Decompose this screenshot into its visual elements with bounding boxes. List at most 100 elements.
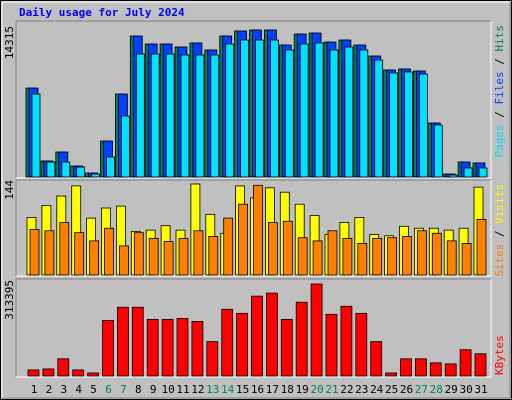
bar [176,317,189,377]
bar [255,39,264,178]
bar [446,240,457,276]
bar [208,236,219,276]
legend-separator: / [493,58,506,65]
x-tick-label: 7 [120,383,127,396]
bar [267,222,278,276]
bar [359,49,369,178]
bar [418,73,428,178]
legend: Sites / Visits [493,184,506,277]
bar [431,232,442,276]
x-tick-label: 25 [385,383,398,396]
bar [42,368,55,377]
legend-entry: Hits [493,25,506,52]
bar [478,167,488,178]
bar [387,237,398,276]
x-tick-label: 20 [310,383,323,396]
legend-separator: / [493,230,506,237]
bar [314,42,324,178]
bar [414,358,427,377]
bar [295,301,308,377]
bar [389,72,399,178]
y-tick-label: 14315 [3,26,16,59]
bar [416,230,427,276]
x-tick-label: 1 [31,383,38,396]
x-tick-label: 12 [191,383,204,396]
x-tick-label: 29 [445,383,458,396]
x-tick-label: 19 [296,383,309,396]
x-tick-label: 3 [60,383,67,396]
bar [165,53,175,178]
x-tick-label: 15 [236,383,249,396]
bar [342,237,353,276]
bar [329,49,339,178]
panel-bevel [15,20,491,178]
bar [76,166,86,178]
bar [400,358,412,377]
bar [433,124,443,178]
x-tick-label: 24 [370,383,384,396]
bar [91,173,100,178]
x-tick-label: 5 [90,383,97,396]
bar [195,54,205,178]
bar [476,218,487,276]
x-tick-label: 22 [340,383,353,396]
x-tick-label: 11 [176,383,189,396]
bar [206,341,219,377]
bar [117,306,129,377]
bar [355,312,368,377]
bar [102,319,114,377]
bar [180,54,190,178]
legend: KBytes [493,335,506,375]
bar [385,372,398,377]
bar [265,292,278,377]
bar [223,217,234,276]
bar [87,372,99,377]
bar [429,362,442,377]
bar [238,203,249,276]
x-tick-label: 17 [266,383,279,396]
bar [178,237,189,276]
bar [297,237,308,276]
bar [461,243,472,276]
bar [340,305,353,377]
bar [104,227,114,276]
legend-entry: Sites [493,244,506,277]
bar [59,222,70,276]
bar [146,318,159,377]
bar [312,240,323,276]
bar [57,358,70,377]
bar [372,237,383,276]
panel-bevel [16,21,492,179]
bar [299,43,309,178]
bar [325,313,338,377]
bar [150,53,160,178]
bar [31,93,41,178]
bar [121,115,130,178]
panel-bevel [16,180,492,277]
x-tick-label: 26 [400,383,413,396]
bar [240,39,250,178]
x-tick-label: 2 [46,383,53,396]
x-tick-label: 16 [251,383,264,396]
bar [133,232,144,276]
x-tick-label: 8 [135,383,142,396]
bar [282,220,293,276]
legend-entry: Files [493,71,506,104]
bar [344,46,354,178]
bar [221,308,234,377]
bar [161,318,174,377]
bar [310,283,323,377]
legend-separator: / [493,111,506,118]
bar [61,161,71,178]
bar [210,54,220,178]
x-tick-label: 23 [355,383,368,396]
bar [163,241,174,276]
x-tick-label: 30 [459,383,472,396]
x-tick-label: 18 [281,383,294,396]
bar [402,236,412,276]
legend-entry: Visits [493,184,506,224]
x-tick-label: 10 [161,383,174,396]
bar [74,232,85,276]
bar [225,43,235,178]
x-tick-label: 31 [474,383,487,396]
